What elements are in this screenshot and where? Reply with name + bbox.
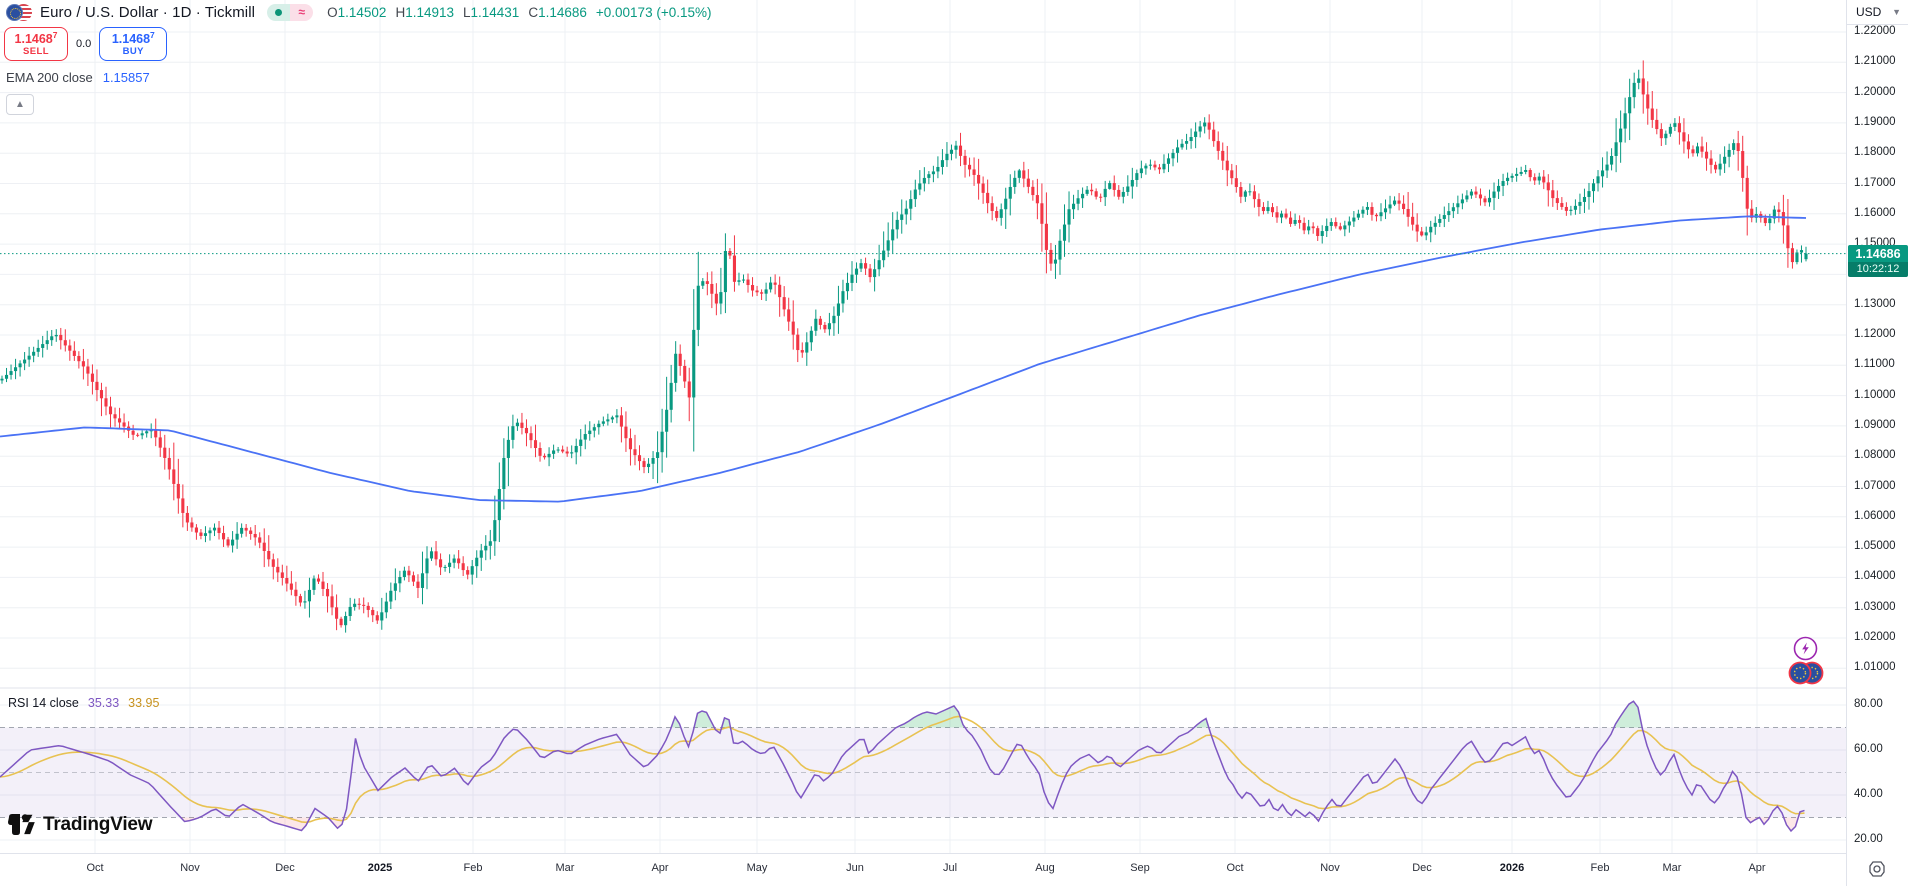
spread-value: 0.0	[76, 38, 92, 50]
price-axis-label: 1.21000	[1854, 55, 1896, 68]
eu-flags-icon	[1788, 661, 1824, 685]
time-axis-label: 2025	[367, 862, 393, 874]
symbol-title[interactable]: Euro / U.S. Dollar · 1D · Tickmill	[40, 3, 256, 21]
collapse-legend-button[interactable]: ▲	[6, 94, 34, 115]
currency-unit-button[interactable]: USD ▼	[1847, 0, 1908, 25]
price-axis-label: 1.09000	[1854, 418, 1896, 431]
tradingview-mark-icon	[8, 814, 35, 835]
ema200-line[interactable]	[0, 215, 1807, 503]
bar-countdown: 10:22:12	[1848, 262, 1908, 277]
high-value: 1.14913	[405, 4, 454, 20]
rsi-value: 35.33	[87, 696, 120, 710]
close-value: 1.14686	[538, 4, 587, 20]
time-axis-label: Jun	[846, 862, 864, 874]
price-axis-label: 1.16000	[1854, 206, 1896, 219]
time-axis-label: Oct	[1226, 862, 1244, 874]
price-axis-label: 1.01000	[1854, 661, 1896, 674]
tradingview-logo[interactable]: TradingView	[8, 812, 153, 838]
price-axis-label: 1.07000	[1854, 479, 1896, 492]
time-axis-label: Apr	[1748, 862, 1766, 874]
price-axis-label: 1.19000	[1854, 115, 1896, 128]
rsi-line[interactable]	[0, 700, 1805, 833]
lightning-icon	[1793, 636, 1818, 661]
time-axis-label: 2026	[1499, 862, 1525, 874]
change-value: +0.00173 (+0.15%)	[595, 4, 712, 20]
ohlc-values: O1.14502 H1.14913 L1.14431 C1.14686 +0.0…	[327, 4, 712, 20]
rsi-pane[interactable]	[0, 700, 1846, 833]
price-axis-label: 1.03000	[1854, 600, 1896, 613]
time-axis-label: Mar	[555, 862, 575, 874]
instant-trade-button[interactable]	[1793, 636, 1818, 666]
rsi-ma-value: 33.95	[128, 696, 160, 710]
price-axis-label: 1.10000	[1854, 388, 1896, 401]
chevron-down-icon: ▼	[1892, 7, 1901, 17]
delayed-data-icon[interactable]: ≈	[290, 3, 314, 21]
time-axis[interactable]: Oct Nov Dec 2025 Feb Mar Apr May Jun Jul Aug Sep Oct…	[0, 853, 1846, 886]
price-axis-label: 1.18000	[1854, 146, 1896, 159]
price-axis-label: 1.12000	[1854, 328, 1896, 340]
price-axis-label: 1.04000	[1854, 570, 1896, 583]
price-axis-label: 1.17000	[1854, 176, 1896, 189]
price-axis-label: 1.22000	[1854, 25, 1896, 37]
time-axis-label: Feb	[1590, 862, 1610, 874]
price-axis-label: 1.06000	[1854, 509, 1896, 522]
time-axis-label: May	[746, 862, 768, 874]
time-axis-label: Dec	[1412, 862, 1432, 874]
chevron-up-icon: ▲	[15, 99, 25, 110]
market-open-dot-icon[interactable]	[267, 3, 291, 21]
time-axis-label: Jul	[942, 862, 958, 874]
price-axis-label: 1.05000	[1854, 540, 1896, 553]
eurusd-pair-icon	[6, 3, 32, 22]
trade-panel: 1.14687 SELL 0.0 1.14687 BUY	[4, 27, 168, 61]
buy-button[interactable]: 1.14687 BUY	[99, 27, 168, 61]
rsi-ma-line[interactable]	[0, 715, 1805, 824]
price-axis-label: 1.11000	[1854, 358, 1895, 371]
rsi-axis-label: 60.00	[1854, 743, 1883, 755]
buy-button-label: BUY	[122, 45, 144, 57]
clock-settings-icon	[1869, 861, 1885, 877]
eu-flag-icon	[6, 3, 23, 21]
grid	[0, 0, 1846, 853]
rsi-axis-label: 80.00	[1854, 698, 1883, 710]
sell-button-label: SELL	[23, 45, 49, 57]
last-price-label: 1.14686 10:22:12	[1848, 245, 1908, 277]
open-value: 1.14502	[337, 4, 387, 20]
time-axis-label: Apr	[651, 862, 669, 874]
ema-legend-name: EMA 200 close	[6, 70, 93, 85]
time-axis-label: Dec	[275, 862, 295, 874]
candles-series[interactable]	[0, 60, 1808, 633]
time-axis-settings-button[interactable]	[1862, 857, 1892, 881]
price-axis-label: 1.02000	[1854, 631, 1896, 643]
time-axis-label: Nov	[1320, 862, 1340, 874]
rsi-axis-label: 20.00	[1854, 833, 1883, 845]
ema-legend-value: 1.15857	[102, 70, 150, 85]
watchlist-pair-button[interactable]	[1786, 660, 1826, 691]
ema-legend[interactable]: EMA 200 close 1.15857	[6, 70, 150, 85]
tradingview-logo-text: TradingView	[43, 814, 153, 835]
symbol-header: Euro / U.S. Dollar · 1D · Tickmill ≈ O1.…	[6, 2, 711, 22]
time-axis-label: Sep	[1130, 862, 1150, 874]
time-axis-label: Nov	[180, 862, 200, 874]
time-axis-label: Aug	[1035, 862, 1055, 874]
rsi-legend[interactable]: RSI 14 close 35.33 33.95	[8, 696, 159, 710]
time-axis-label: Oct	[86, 862, 104, 874]
price-axis-label: 1.08000	[1854, 449, 1896, 462]
price-axis-label: 1.13000	[1854, 297, 1896, 310]
low-value: 1.14431	[470, 4, 520, 20]
rsi-axis-label: 40.00	[1854, 788, 1883, 800]
price-axis[interactable]: USD ▼ 1.22000 1.21000 1.20000 1.19000 1.1800…	[1846, 0, 1908, 886]
rsi-legend-name: RSI 14 close	[8, 696, 79, 710]
time-axis-label: Mar	[1662, 862, 1682, 874]
price-axis-label: 1.20000	[1854, 85, 1896, 98]
market-status: ≈	[267, 3, 314, 21]
sell-button[interactable]: 1.14687 SELL	[4, 27, 68, 61]
time-axis-label: Feb	[463, 862, 483, 874]
